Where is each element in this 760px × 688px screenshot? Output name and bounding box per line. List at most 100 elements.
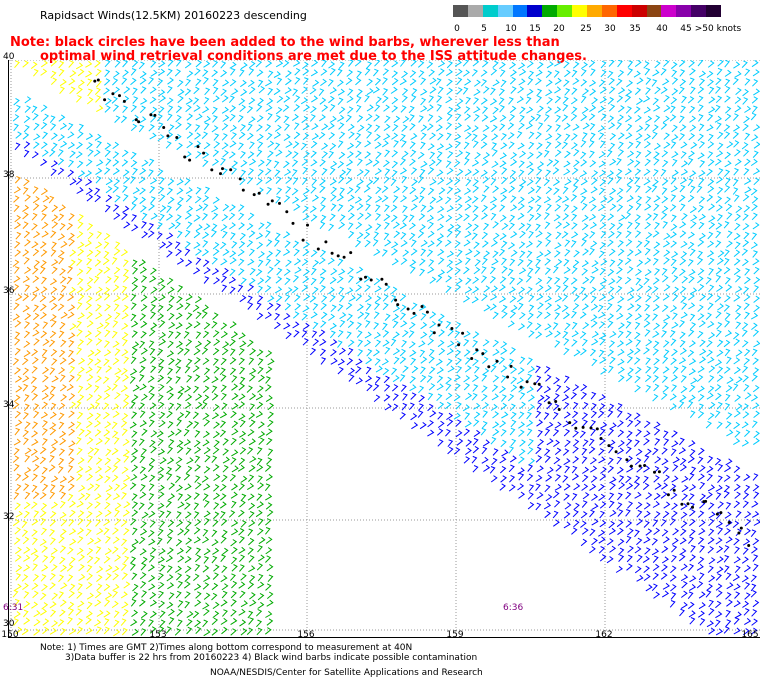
contamination-circle [252,193,256,197]
wind-barb [68,440,76,448]
wind-barb [112,70,120,78]
wind-barb [320,302,327,311]
wind-barb [58,367,66,375]
wind-barb [698,78,706,86]
wind-barb [309,114,316,122]
wind-barb [213,511,220,520]
wind-barb [581,202,588,211]
wind-barb [671,69,678,78]
wind-barb [131,591,139,599]
wind-barb [483,222,490,231]
wind-barb [346,357,354,366]
wind-barb [618,87,626,95]
wind-barb [616,312,624,320]
wind-barb [114,457,121,465]
wind-barb [402,185,409,194]
wind-barb [121,572,128,580]
wind-barb [590,320,598,328]
wind-barb [733,294,741,302]
wind-barb [374,358,381,366]
wind-barb [527,312,534,320]
wind-barb [22,357,29,366]
wind-barb [13,447,20,456]
wind-barb [717,142,724,150]
wind-barb [265,493,273,501]
wind-barb [195,393,203,401]
wind-barb [139,420,147,428]
wind-barb [239,104,247,112]
wind-barb [518,122,525,130]
wind-barb [555,231,562,240]
contamination-circle [349,251,353,255]
wind-barb [420,239,428,247]
wind-barb [303,293,311,301]
wind-barb [724,185,731,193]
wind-barb [446,132,452,141]
wind-barb [393,140,399,148]
wind-barb [140,275,148,283]
wind-barb [140,86,147,94]
wind-barb [85,60,93,68]
wind-barb [167,446,174,454]
wind-barb [33,510,40,518]
wind-barb [229,151,236,159]
wind-barb [491,149,498,157]
wind-barb [723,304,730,312]
wind-barb [654,456,662,464]
wind-barb [402,329,409,338]
wind-barb [634,475,641,483]
wind-barb [652,257,659,266]
wind-barb [571,167,579,175]
wind-barb [537,105,544,113]
wind-barb [184,151,192,159]
wind-barb [150,115,157,123]
wind-barb [12,518,20,527]
wind-barb [51,358,58,366]
wind-barb [194,132,202,140]
wind-barb [688,60,695,68]
wind-barb [579,430,586,438]
wind-barb [510,204,518,212]
wind-barb [284,87,292,95]
wind-barb [156,430,164,438]
wind-barb [192,365,200,373]
wind-barb [86,510,93,519]
wind-barb [491,160,499,168]
wind-barb [339,319,346,328]
wind-barb [409,232,416,241]
wind-barb [238,357,245,366]
wind-barb [51,204,59,213]
wind-barb [194,446,202,454]
wind-barb [554,304,562,312]
wind-barb [94,187,101,196]
wind-barb [447,446,454,455]
wind-barb [418,195,425,204]
wind-barb [634,566,642,574]
wind-barb [670,338,677,346]
wind-barb [518,323,526,331]
wind-barb [329,322,337,330]
wind-barb [734,491,741,499]
wind-barb [33,619,41,627]
wind-barb [130,474,138,481]
wind-barb [131,196,139,204]
wind-barb [86,266,93,275]
wind-barb [77,213,84,222]
wind-barb [68,410,75,418]
wind-barb [383,213,391,222]
wind-barb [726,356,732,365]
wind-barb [373,332,382,339]
wind-barb [654,511,661,519]
wind-barb [68,357,76,365]
wind-barb [554,500,561,508]
wind-barb [365,320,371,328]
wind-barb [618,322,625,330]
wind-barb [742,97,749,105]
wind-barb [68,213,75,221]
wind-barb [13,438,21,446]
wind-barb [598,250,605,259]
wind-barb [41,583,48,592]
wind-barb [240,573,247,581]
wind-barb [480,97,488,105]
wind-barb [679,347,687,355]
